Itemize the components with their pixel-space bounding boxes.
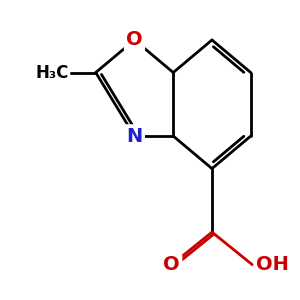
Text: O: O [164,255,180,274]
Text: O: O [126,31,143,50]
Text: OH: OH [256,255,289,274]
Text: N: N [126,127,142,146]
Text: H₃C: H₃C [35,64,69,82]
